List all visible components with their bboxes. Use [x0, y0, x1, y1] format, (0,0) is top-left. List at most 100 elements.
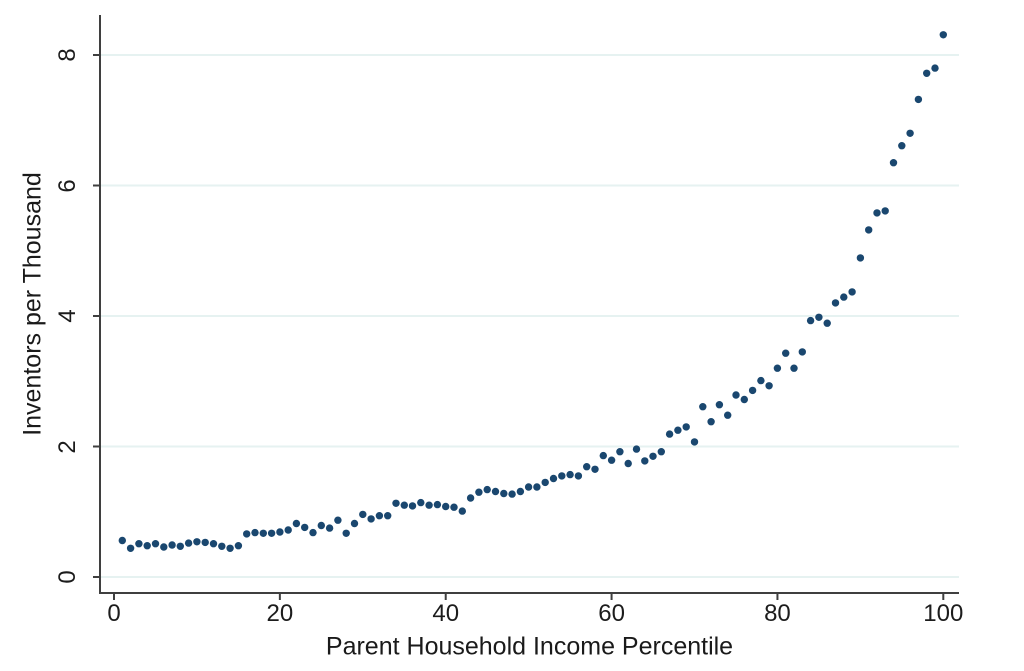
data-point — [782, 349, 790, 357]
data-point — [267, 529, 276, 537]
data-point — [881, 207, 889, 215]
data-point — [400, 501, 408, 509]
data-point — [259, 529, 267, 537]
data-point — [815, 313, 823, 321]
data-point — [243, 530, 251, 538]
data-point — [831, 299, 840, 307]
data-point — [143, 542, 151, 550]
data-point — [682, 423, 690, 431]
data-point — [607, 456, 616, 464]
x-tick-label: 80 — [764, 600, 791, 627]
y-tick-label: 4 — [54, 309, 81, 323]
data-point — [226, 544, 234, 552]
data-point — [367, 515, 375, 523]
data-point — [234, 542, 243, 550]
data-point — [806, 316, 815, 325]
data-point — [408, 502, 417, 510]
data-point — [591, 465, 599, 473]
data-point — [359, 510, 367, 519]
x-tick-label: 20 — [266, 600, 294, 627]
data-point — [284, 526, 292, 534]
data-point — [699, 403, 707, 411]
data-point — [193, 538, 201, 546]
data-point — [317, 521, 325, 530]
y-tick-label: 8 — [54, 48, 81, 62]
data-point — [516, 487, 525, 496]
data-point — [583, 463, 591, 471]
data-point — [334, 516, 342, 524]
data-point — [292, 519, 301, 528]
x-tick-label: 100 — [923, 600, 964, 627]
data-point — [690, 438, 699, 446]
data-point — [176, 542, 184, 550]
data-point — [632, 445, 641, 453]
data-point — [201, 538, 209, 547]
data-point — [649, 452, 657, 460]
data-point — [873, 209, 881, 217]
data-point — [168, 541, 176, 549]
data-point — [442, 502, 450, 511]
data-point — [715, 401, 724, 409]
data-point — [665, 430, 674, 438]
data-point — [218, 542, 226, 550]
data-point — [491, 487, 500, 496]
y-tick-label: 0 — [54, 570, 81, 584]
data-point — [898, 142, 906, 150]
data-point — [757, 376, 765, 385]
data-point — [160, 543, 168, 551]
data-point — [657, 448, 665, 456]
data-point — [433, 500, 442, 509]
data-point — [923, 69, 931, 78]
data-point — [724, 411, 732, 419]
data-point — [931, 64, 939, 72]
data-point — [541, 478, 549, 487]
data-point — [939, 31, 947, 39]
data-point — [823, 319, 831, 327]
data-point — [566, 470, 574, 479]
data-point — [798, 348, 806, 356]
data-point — [500, 489, 508, 498]
data-point — [641, 457, 649, 465]
data-point — [906, 129, 914, 137]
data-point — [425, 501, 433, 509]
y-tick-label: 6 — [54, 178, 81, 193]
data-point — [151, 540, 160, 548]
data-point — [392, 499, 400, 507]
data-point — [674, 426, 682, 434]
data-point — [375, 512, 384, 520]
data-point — [466, 494, 475, 502]
data-point — [342, 529, 350, 537]
x-tick-label: 60 — [598, 600, 625, 627]
data-point — [524, 483, 533, 491]
x-tick-label: 0 — [107, 600, 121, 627]
x-tick-label: 40 — [432, 600, 460, 627]
data-point — [309, 528, 317, 537]
data-point — [914, 95, 923, 104]
data-point — [856, 254, 865, 262]
data-point — [865, 226, 873, 234]
data-point — [707, 418, 715, 426]
data-point — [624, 459, 632, 468]
data-point — [276, 528, 284, 536]
data-point — [616, 448, 624, 456]
data-point — [209, 540, 218, 548]
data-point — [790, 364, 798, 372]
data-point — [740, 395, 748, 404]
data-point — [848, 288, 856, 296]
data-point — [748, 386, 757, 395]
data-point — [840, 293, 848, 301]
data-point — [558, 472, 566, 480]
data-point — [599, 451, 607, 460]
data-point — [475, 488, 483, 496]
data-point — [483, 485, 491, 494]
data-point — [889, 159, 898, 167]
data-point — [773, 364, 782, 372]
data-point — [184, 539, 193, 547]
data-point — [118, 536, 127, 545]
data-point — [549, 474, 558, 483]
data-point — [458, 507, 466, 515]
data-point — [126, 544, 135, 552]
data-point — [508, 490, 516, 498]
